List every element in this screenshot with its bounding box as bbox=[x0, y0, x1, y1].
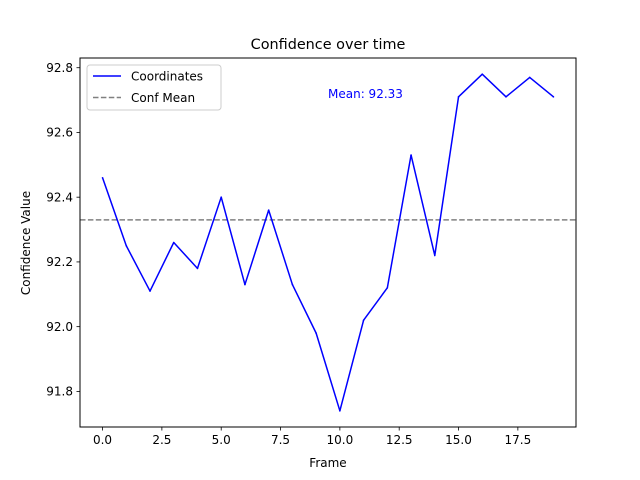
data-point bbox=[528, 76, 531, 79]
data-point bbox=[339, 410, 341, 412]
data-point bbox=[172, 241, 175, 244]
data-point bbox=[386, 287, 389, 289]
x-axis-label: Frame bbox=[309, 456, 346, 470]
x-tick-label: 15.0 bbox=[445, 433, 472, 447]
x-tick-label: 7.5 bbox=[271, 433, 290, 447]
data-point bbox=[291, 283, 294, 286]
x-tick-label: 12.5 bbox=[386, 433, 413, 447]
x-tick-label: 17.5 bbox=[504, 433, 531, 447]
legend-entry-coordinates-label: Coordinates bbox=[131, 69, 203, 83]
data-point bbox=[220, 196, 223, 198]
legend: Coordinates Conf Mean bbox=[86, 64, 222, 111]
y-tick-label: 92.0 bbox=[46, 320, 73, 334]
y-tick-label: 92.6 bbox=[46, 126, 73, 140]
data-point bbox=[196, 267, 199, 270]
data-point bbox=[410, 154, 412, 156]
legend-entry-conf-mean-label: Conf Mean bbox=[131, 91, 195, 105]
data-point bbox=[101, 176, 104, 179]
axes-frame bbox=[79, 57, 577, 428]
chart-title: Confidence over time bbox=[251, 37, 406, 53]
y-tick-label: 92.8 bbox=[46, 61, 73, 75]
data-point bbox=[433, 254, 436, 257]
y-tick-label: 92.4 bbox=[46, 190, 73, 204]
plot-area bbox=[80, 73, 576, 412]
tick-layer: 0.0 2.5 5.0 7.5 10.0 12.5 15.0 17.5 91.8 92.0 92.2… bbox=[46, 61, 531, 447]
data-point bbox=[481, 73, 484, 75]
x-tick-label: 2.5 bbox=[152, 433, 171, 447]
data-point bbox=[125, 244, 128, 247]
data-point bbox=[552, 96, 555, 98]
x-tick-label: 10.0 bbox=[327, 433, 354, 447]
data-point bbox=[362, 319, 365, 321]
x-tick-label: 5.0 bbox=[212, 433, 231, 447]
x-tick-label: 0.0 bbox=[93, 433, 112, 447]
data-point bbox=[505, 96, 507, 98]
mean-annotation: Mean: 92.33 bbox=[328, 87, 403, 101]
y-tick-label: 92.2 bbox=[46, 255, 73, 269]
data-point bbox=[244, 283, 246, 286]
annotation-layer: Mean: 92.33 bbox=[328, 87, 403, 101]
data-point bbox=[149, 290, 151, 292]
data-point bbox=[315, 332, 317, 334]
series-line-coordinates bbox=[101, 73, 554, 412]
y-tick-label: 91.8 bbox=[46, 385, 73, 399]
y-axis-label: Confidence Value bbox=[19, 191, 33, 295]
data-point bbox=[267, 209, 270, 211]
data-point bbox=[457, 96, 460, 98]
